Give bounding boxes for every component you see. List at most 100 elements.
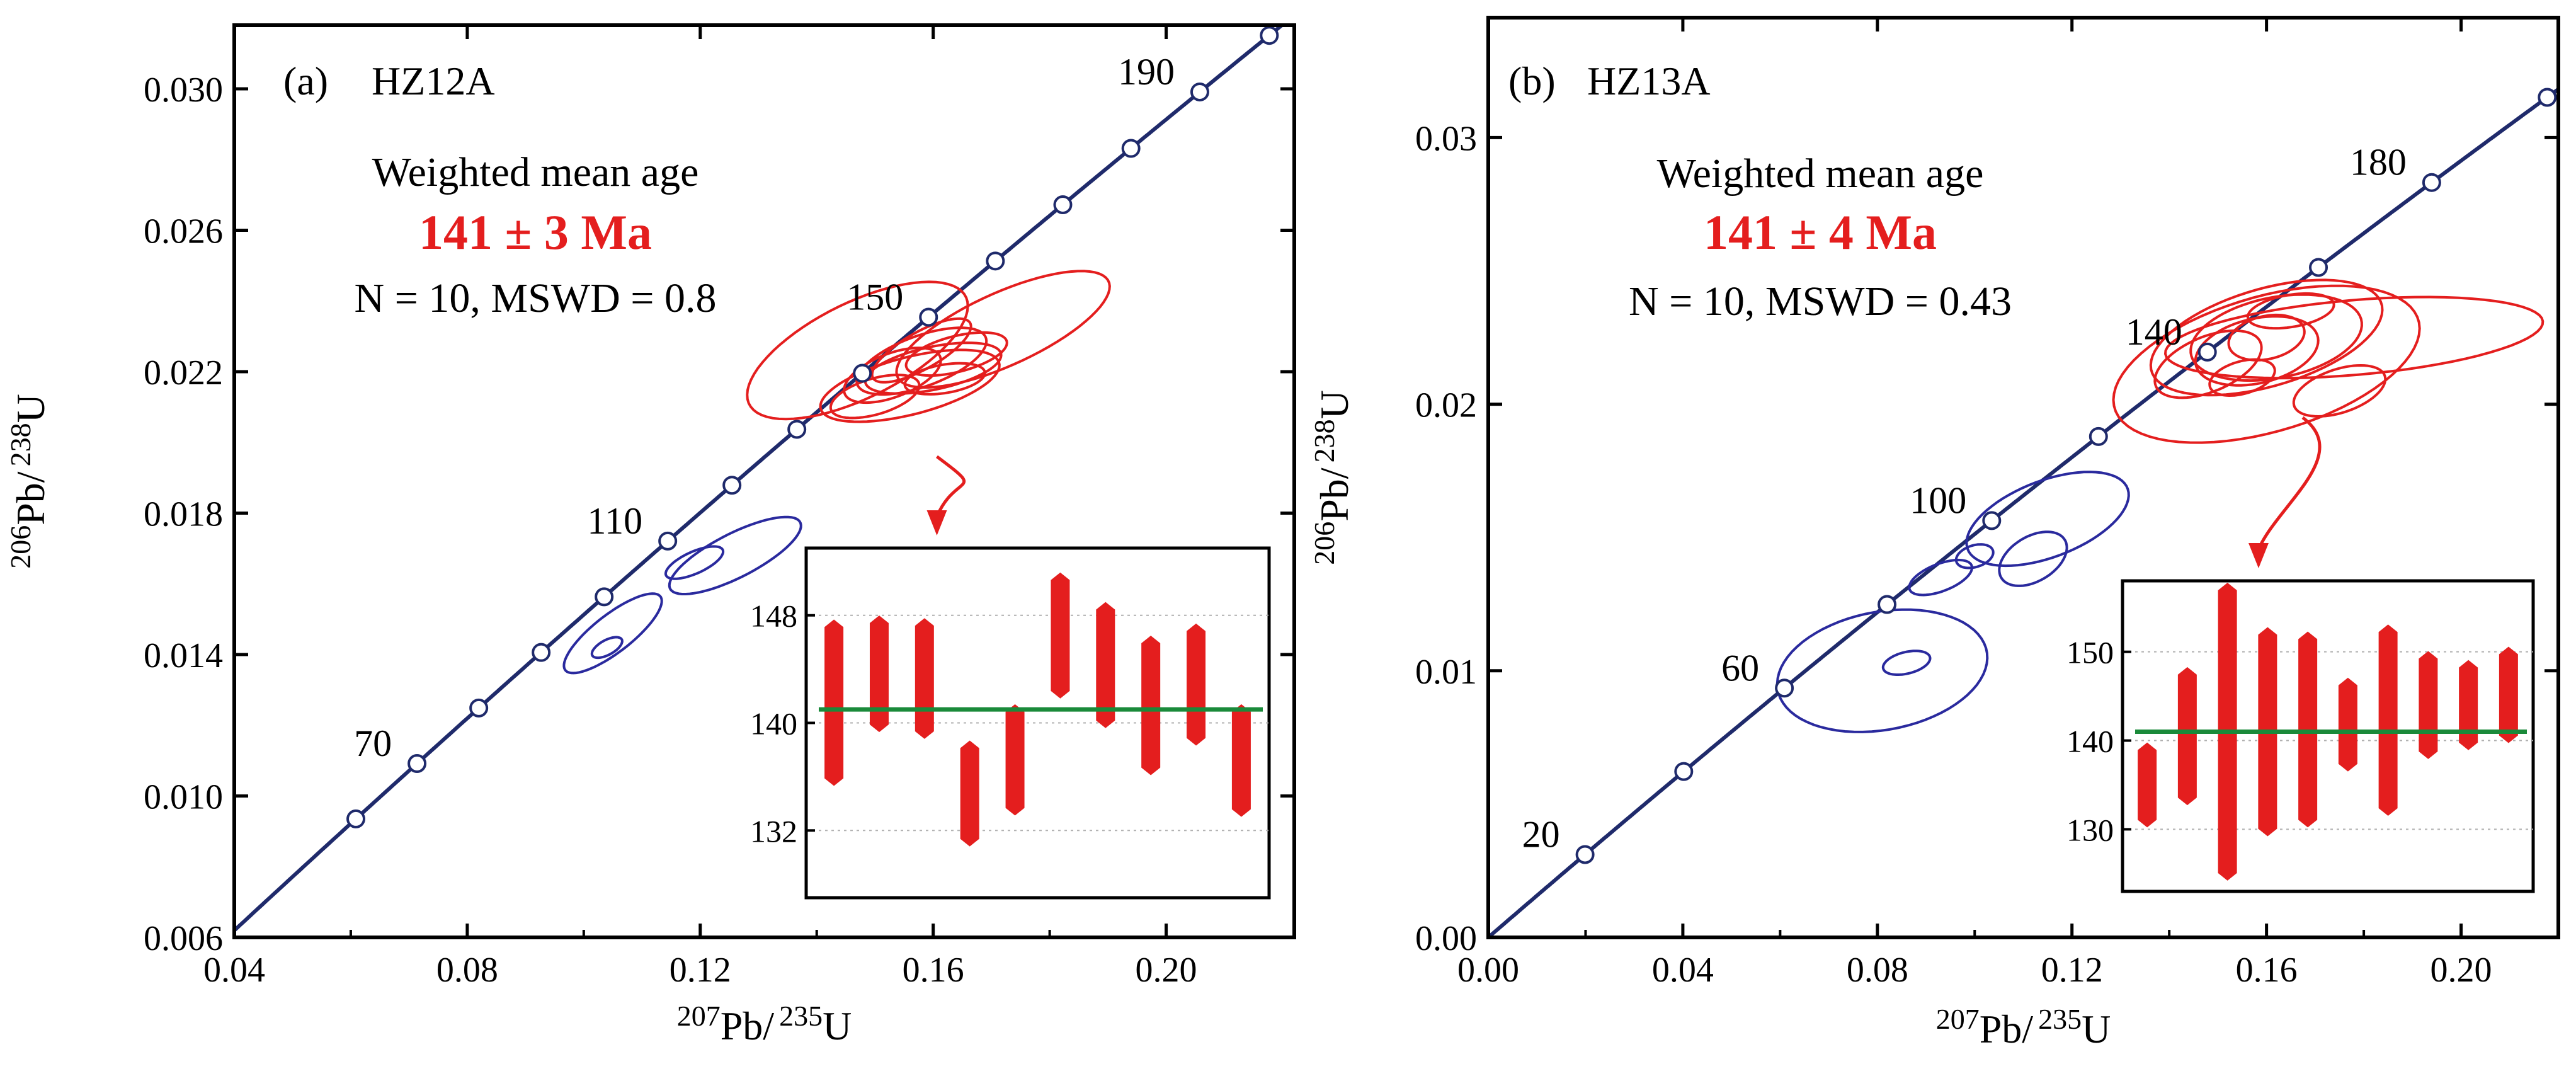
annotation-age: 141 ± 4 Ma xyxy=(1704,205,1937,260)
y-label-base: Pb/ xyxy=(1312,467,1357,522)
x-tick-label: 0.20 xyxy=(2431,951,2492,990)
red-error-ellipse xyxy=(870,317,972,384)
red-error-ellipse xyxy=(2149,278,2384,397)
concordia-age-marker xyxy=(346,809,366,828)
y-label-base: U xyxy=(8,394,53,423)
y-tick-label: 0.02 xyxy=(1415,386,1477,425)
y-tick-label: 0.010 xyxy=(144,778,223,817)
concordia-age-marker xyxy=(658,531,678,551)
red-error-ellipse xyxy=(2246,292,2335,330)
inset-age-bar xyxy=(2338,677,2357,772)
x-axis-label: 207Pb/235U xyxy=(677,1000,852,1048)
callout-arrow xyxy=(2257,416,2322,550)
concordia-age-marker xyxy=(2309,258,2328,277)
inset-y-tick-label: 140 xyxy=(2066,724,2114,759)
red-error-ellipse xyxy=(2227,313,2306,362)
inset-age-bar xyxy=(915,618,934,739)
concordia-age-marker xyxy=(595,587,614,607)
inset-y-tick-label: 132 xyxy=(750,813,797,849)
red-error-ellipse xyxy=(2112,284,2421,444)
y-label-sup: 238 xyxy=(4,423,37,466)
annotation-stats: N = 10, MSWD = 0.8 xyxy=(355,275,717,321)
plot-area xyxy=(234,25,1285,934)
red-error-ellipse xyxy=(843,346,942,404)
concordia-age-marker xyxy=(919,307,938,327)
panel-title: HZ12A xyxy=(372,59,495,103)
y-tick-label: 0.030 xyxy=(144,71,223,110)
concordia-age-label: 100 xyxy=(1910,479,1966,521)
x-tick-label: 0.12 xyxy=(670,951,731,990)
x-label-base: U xyxy=(823,1004,852,1048)
concordia-age-label: 110 xyxy=(587,500,642,542)
inset-age-bar xyxy=(2459,660,2478,750)
red-error-ellipse xyxy=(819,348,1001,423)
red-error-ellipse xyxy=(903,362,986,396)
concordia-age-label: 20 xyxy=(1522,814,1560,856)
x-tick-label: 0.04 xyxy=(203,951,265,990)
plot-frame xyxy=(232,23,1296,939)
y-axis-label: 206Pb/238U xyxy=(4,394,53,569)
inset-age-bar xyxy=(2298,631,2318,828)
concordia-age-marker xyxy=(1121,139,1141,158)
inset-age-bar xyxy=(2378,624,2398,816)
y-tick-label: 0.022 xyxy=(144,353,223,392)
x-tick-label: 0.04 xyxy=(1652,951,1714,990)
concordia-age-label: 60 xyxy=(1721,647,1759,689)
red-error-ellipse xyxy=(2292,363,2387,418)
concordia-age-marker xyxy=(853,363,872,383)
concordia-age-marker xyxy=(1878,595,1897,614)
concordia-age-marker xyxy=(407,753,427,773)
y-tick-label: 0.01 xyxy=(1415,653,1477,692)
callout-arrow xyxy=(935,455,966,517)
concordia-age-marker xyxy=(469,698,489,718)
concordia-age-marker xyxy=(2422,173,2441,192)
concordia-age-marker xyxy=(532,643,551,662)
concordia-age-marker xyxy=(722,476,742,495)
concordia-age-marker xyxy=(1260,26,1279,45)
blue-error-ellipse xyxy=(590,636,624,660)
concordia-age-marker xyxy=(986,251,1005,271)
y-label-base: Pb/ xyxy=(8,471,53,525)
plot-frame xyxy=(1486,16,2560,939)
plot-area xyxy=(1488,86,2558,937)
blue-error-ellipse xyxy=(562,592,663,675)
y-tick-label: 0.00 xyxy=(1415,919,1477,958)
x-tick-label: 0.16 xyxy=(2236,951,2298,990)
inset-y-tick-label: 150 xyxy=(2066,635,2114,670)
y-label-sup: 206 xyxy=(4,525,37,569)
red-error-ellipse xyxy=(895,270,1111,389)
concordia-age-label: 150 xyxy=(846,276,903,318)
red-error-ellipse xyxy=(2163,295,2545,380)
red-error-ellipse xyxy=(904,331,1008,377)
red-error-ellipse xyxy=(746,280,969,421)
inset-age-bar xyxy=(2177,667,2197,806)
y-axis-label: 206Pb/238U xyxy=(1308,390,1357,565)
inset-age-bar xyxy=(2419,651,2438,759)
inset-age-bar xyxy=(1231,704,1251,817)
x-tick-label: 0.08 xyxy=(436,951,498,990)
inset-y-tick-label: 148 xyxy=(750,598,797,634)
y-label-base: U xyxy=(1312,390,1357,419)
red-error-ellipse xyxy=(2208,358,2276,398)
callout-arrowhead xyxy=(2248,543,2269,568)
concordia-age-marker xyxy=(1053,195,1073,214)
x-label-sup: 207 xyxy=(677,1000,721,1032)
inset-age-bar xyxy=(1096,602,1115,728)
panel-title: HZ13A xyxy=(1587,59,1711,103)
inset-age-bar xyxy=(869,615,889,733)
inset-age-bar xyxy=(824,619,844,786)
y-label-sup: 206 xyxy=(1308,522,1340,565)
concordia-age-label: 190 xyxy=(1118,51,1175,93)
blue-error-ellipse xyxy=(1954,543,1995,569)
blue-error-ellipse xyxy=(1998,530,2068,587)
annotation-title: Weighted mean age xyxy=(372,149,699,195)
concordia-age-marker xyxy=(787,420,807,439)
x-tick-label: 0.08 xyxy=(1847,951,1908,990)
inset-age-bar xyxy=(1005,704,1025,816)
x-tick-label: 0.00 xyxy=(1457,951,1519,990)
blue-error-ellipse xyxy=(1965,471,2130,568)
concordia-age-marker xyxy=(1674,762,1694,781)
annotation-age: 141 ± 3 Ma xyxy=(419,205,652,260)
